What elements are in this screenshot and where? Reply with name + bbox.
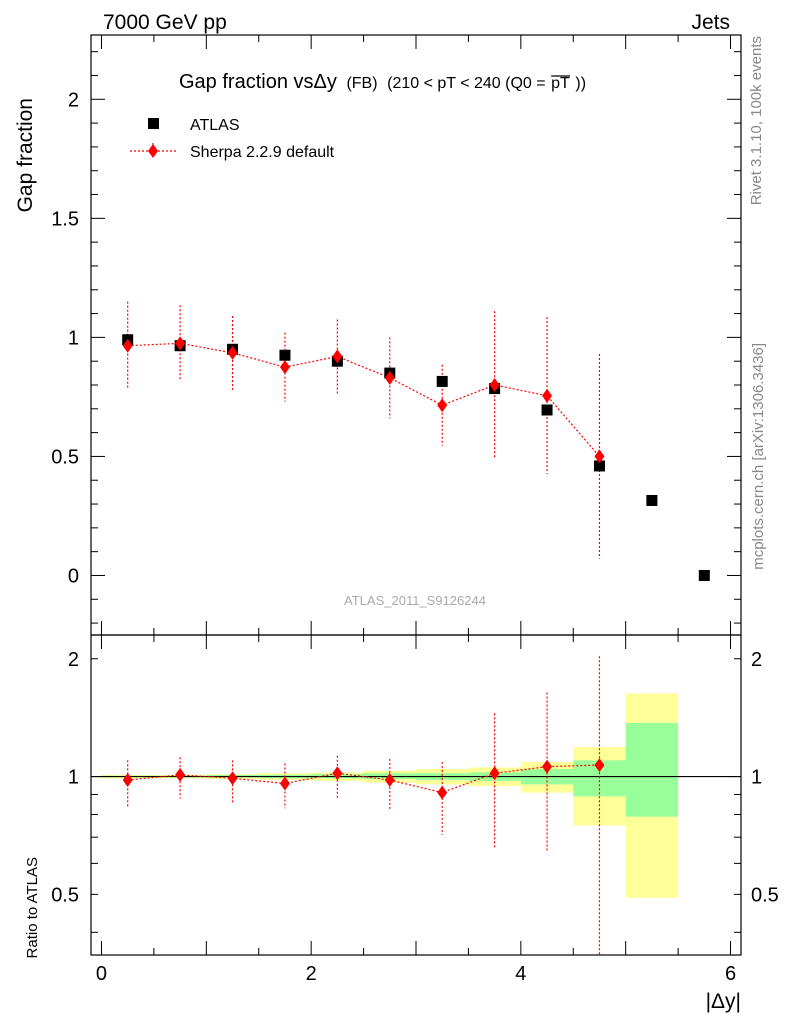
main-ytick-label: 0 <box>68 565 79 587</box>
sherpa-point <box>594 449 605 464</box>
sherpa-point <box>227 345 238 360</box>
xtick-label: 0 <box>96 963 107 985</box>
main-frame <box>90 34 742 636</box>
ratio-ytick-label-right: 2 <box>751 649 762 671</box>
sherpa-point <box>122 338 133 353</box>
ratio-sherpa-point <box>332 766 343 781</box>
main-ytick-label: 1.5 <box>51 208 79 230</box>
ratio-ytick-label: 2 <box>68 649 79 671</box>
atlas-point <box>541 404 553 416</box>
ratio-sherpa-point <box>489 766 500 781</box>
main-series <box>122 301 710 581</box>
header-left: 7000 GeV pp <box>103 11 227 34</box>
legend-sherpa-marker <box>148 144 158 158</box>
ratio-sherpa-point <box>122 772 133 787</box>
legend: ATLAS Sherpa 2.2.9 default <box>130 117 335 161</box>
ratio-panel: 0 2 4 6 0.5 0.5 1 1 2 2 <box>51 634 779 985</box>
ratio-ytick-label: 1 <box>68 767 79 789</box>
ratio-ytick-label-right: 0.5 <box>751 884 779 906</box>
chart-title: Gap fraction vsΔy (FB) (210 < pT < 240 (… <box>179 71 586 93</box>
ratio-series <box>122 656 605 955</box>
title-pt: pT <box>551 75 570 92</box>
sherpa-point <box>542 388 553 403</box>
sherpa-point <box>175 336 186 351</box>
sherpa-point <box>332 349 343 364</box>
ratio-sherpa-point <box>279 776 290 791</box>
header-right: Jets <box>691 11 730 34</box>
watermark: ATLAS_2011_S9126244 <box>344 593 486 608</box>
main-ytick-label: 1 <box>68 327 79 349</box>
atlas-point <box>593 460 605 472</box>
title-close: )) <box>575 75 586 92</box>
ratio-sherpa-point <box>227 771 238 786</box>
ratio-sherpa-point <box>594 758 605 773</box>
ratio-frame <box>90 634 742 956</box>
rivet-label: Rivet 3.1.10, 100k events <box>748 36 765 205</box>
sherpa-point <box>489 378 500 392</box>
ratio-ytick-label: 0.5 <box>51 884 79 906</box>
ratio-sherpa-point <box>542 759 553 774</box>
sherpa-point <box>384 370 395 385</box>
title-fb: (FB) <box>346 75 377 92</box>
xtick-label: 6 <box>725 963 736 985</box>
xtick-label: 4 <box>515 963 526 985</box>
ratio-sherpa-line <box>127 764 600 794</box>
ratio-band-green <box>625 723 679 817</box>
atlas-point <box>646 494 658 506</box>
ratio-sherpa-point <box>384 772 395 787</box>
sherpa-point <box>279 360 290 375</box>
main-ytick-label: 0.5 <box>51 446 79 468</box>
atlas-point <box>279 349 291 361</box>
xtick-label: 2 <box>306 963 317 985</box>
main-ylabel: Gap fraction <box>14 98 37 212</box>
main-ytick-label: 2 <box>68 89 79 111</box>
ratio-ticks: 0 2 4 6 0.5 0.5 1 1 2 2 <box>51 635 779 985</box>
atlas-point <box>698 569 710 581</box>
x-axis-label: |Δy| <box>706 990 741 1013</box>
sherpa-line <box>127 342 600 457</box>
sherpa-point <box>437 398 448 413</box>
main-ticks: 0 0.5 1 1.5 2 <box>51 35 741 635</box>
ratio-ytick-label-right: 1 <box>751 767 762 789</box>
legend-sherpa-label: Sherpa 2.2.9 default <box>190 144 335 161</box>
title-main: Gap fraction vsΔy <box>179 71 337 93</box>
atlas-point <box>436 375 448 387</box>
mcplots-label: mcplots.cern.ch [arXiv:1306.3436] <box>750 343 767 570</box>
ratio-sherpa-point <box>175 767 186 782</box>
ratio-sherpa-point <box>437 785 448 800</box>
legend-atlas-marker <box>148 118 159 129</box>
legend-atlas-label: ATLAS <box>190 117 240 134</box>
ratio-ylabel: Ratio to ATLAS <box>24 857 41 958</box>
title-range: (210 < pT < 240 (Q0 = <box>387 75 545 92</box>
